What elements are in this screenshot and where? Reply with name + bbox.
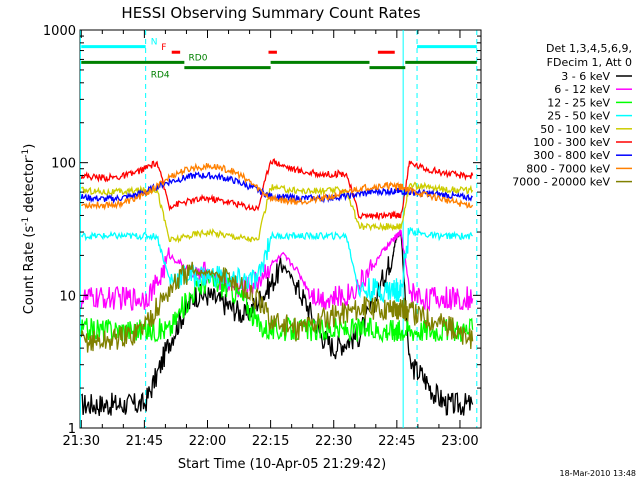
x-tick-label-1: 21:45 xyxy=(126,434,163,449)
legend-label-1: 6 - 12 keV xyxy=(554,83,610,96)
legend-label-4: 50 - 100 keV xyxy=(540,123,610,136)
legend-label-5: 100 - 300 keV xyxy=(533,136,610,149)
series-line-3 xyxy=(80,227,473,304)
x-tick-label-0: 21:30 xyxy=(63,434,100,449)
legend-label-8: 7000 - 20000 keV xyxy=(512,176,610,189)
series-line-1 xyxy=(80,229,474,312)
y-tick-label-3: 1000 xyxy=(43,24,76,39)
legend-label-7: 800 - 7000 keV xyxy=(526,162,610,175)
series-line-8 xyxy=(80,261,474,353)
legend-label-2: 12 - 25 keV xyxy=(547,96,610,109)
flag-rd4-label: RD4 xyxy=(151,71,170,81)
y-tick-label-1: 10 xyxy=(59,289,76,304)
series-line-2 xyxy=(80,270,474,344)
y-tick-label-0: 1 xyxy=(68,422,76,437)
y-tick-label-2: 100 xyxy=(51,157,76,172)
x-tick-label-3: 22:15 xyxy=(252,434,289,449)
x-axis-label: Start Time (10-Apr-05 21:29:42) xyxy=(178,457,386,472)
footer-timestamp: 18-Mar-2010 13:48 xyxy=(560,469,637,478)
legend-header-1: FDecim 1, Att 0 xyxy=(547,56,632,69)
y-axis-ticks: 1 10 100 1000 xyxy=(43,24,481,437)
legend-label-0: 3 - 6 keV xyxy=(561,70,610,83)
x-tick-label-2: 22:00 xyxy=(189,434,226,449)
x-axis-ticks: 21:30 21:45 22:00 22:15 22:30 22:45 23:00 xyxy=(63,30,479,449)
x-tick-label-5: 22:45 xyxy=(378,434,415,449)
legend-header-0: Det 1,3,4,5,6,9, xyxy=(546,42,632,55)
x-tick-label-6: 23:00 xyxy=(441,434,478,449)
series-line-6 xyxy=(80,171,473,205)
vertical-marker-lines xyxy=(79,30,478,428)
series-line-0 xyxy=(80,230,474,416)
observing-flag-bars: NF RD0 RD4 xyxy=(81,38,477,81)
flag-rd0-label: RD0 xyxy=(189,53,208,63)
x-tick-label-4: 22:30 xyxy=(315,434,352,449)
flag-n-label: N xyxy=(151,38,158,48)
series-line-7 xyxy=(81,162,474,211)
series-lines xyxy=(80,158,474,416)
y-axis-label: Count Rate (s-1 detector-1) xyxy=(21,144,37,315)
legend-label-3: 25 - 50 keV xyxy=(547,110,610,123)
chart-title: HESSI Observing Summary Count Rates xyxy=(121,4,420,22)
flag-f-label: F xyxy=(161,43,166,53)
legend: Det 1,3,4,5,6,9,FDecim 1, Att 03 - 6 keV… xyxy=(512,42,632,189)
legend-label-6: 300 - 800 keV xyxy=(533,149,610,162)
